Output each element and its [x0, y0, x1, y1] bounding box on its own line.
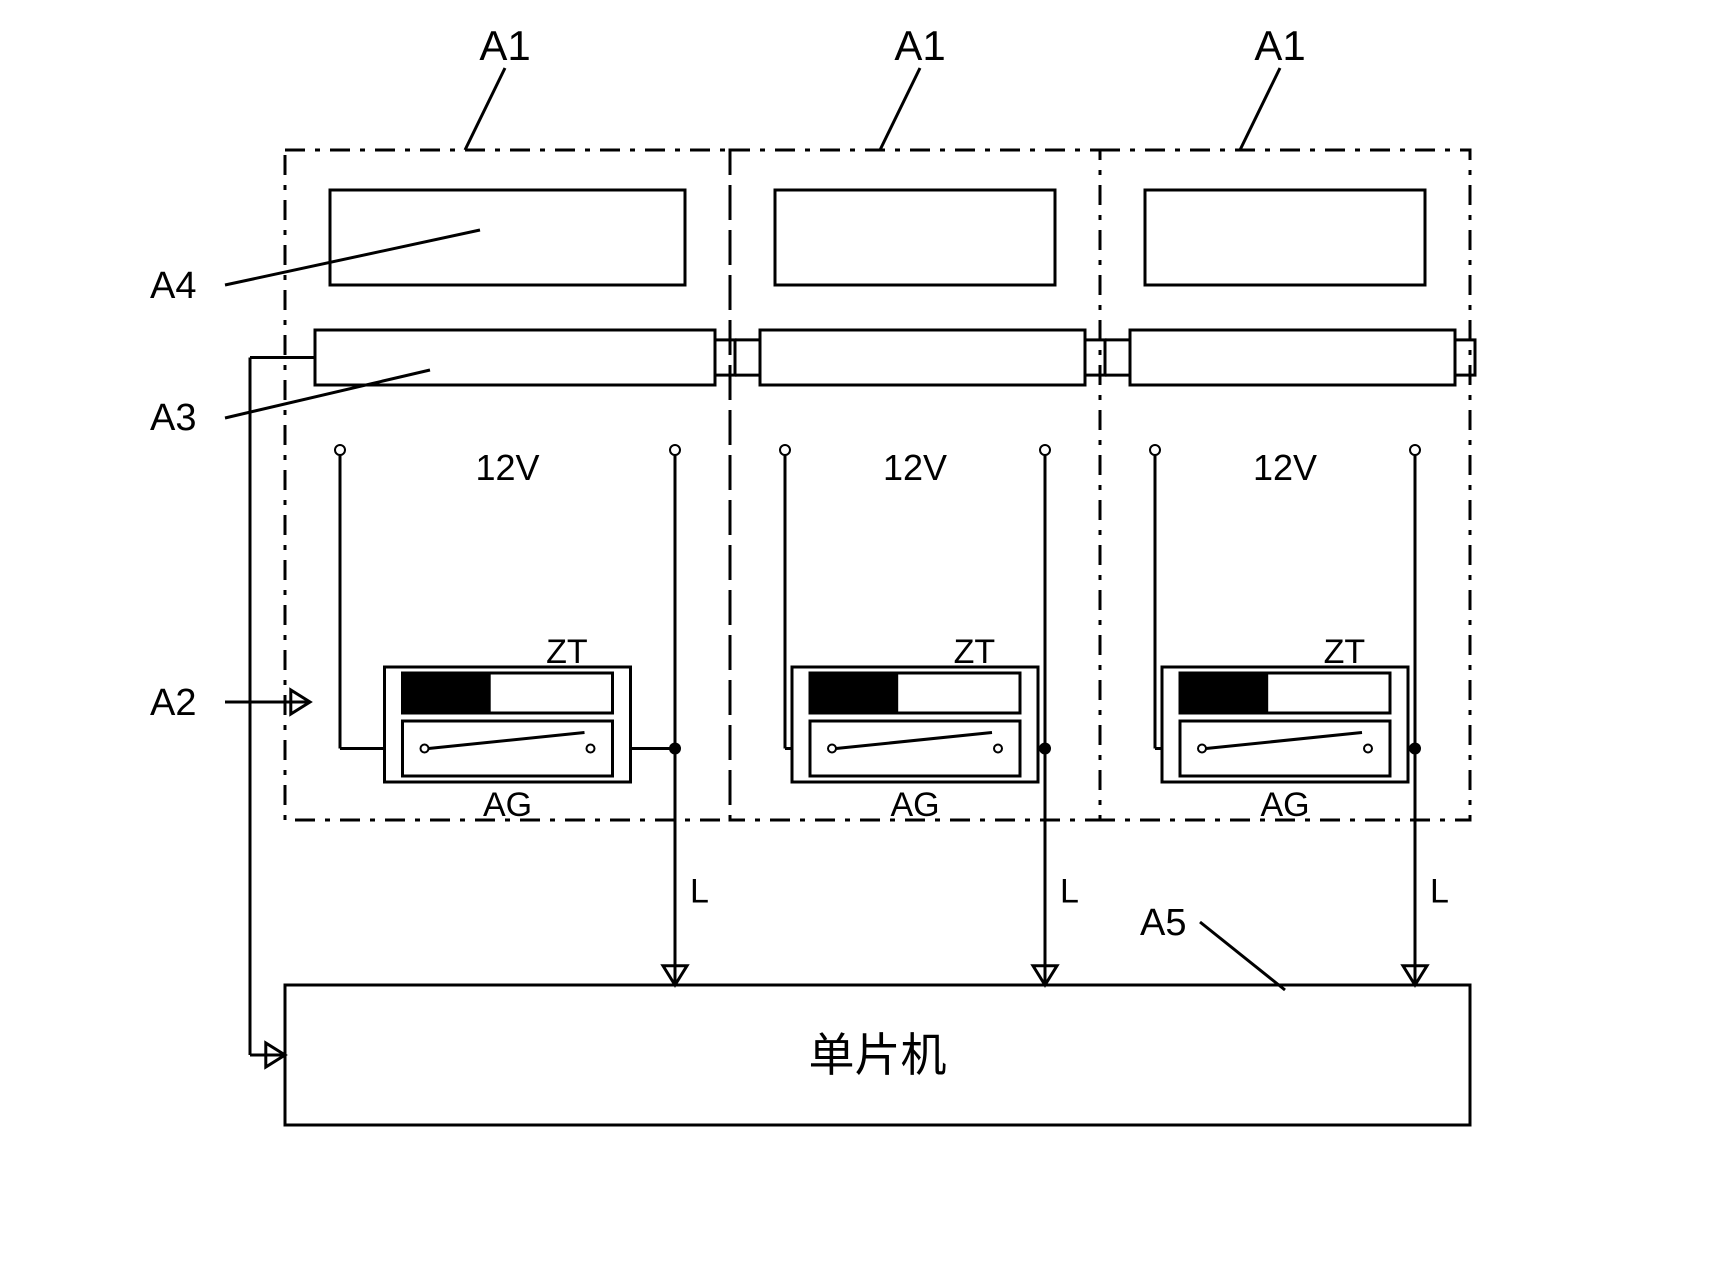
label-A2: A2 — [150, 682, 196, 724]
module-1-a4-box — [775, 190, 1055, 285]
module-1-12v-label: 12V — [883, 447, 947, 488]
module-1-zt-label: ZT — [954, 633, 996, 671]
module-1-L-label: L — [1060, 873, 1079, 911]
module-2-a4-box — [1145, 190, 1425, 285]
module-0-a1-label: A1 — [479, 22, 530, 69]
label-A3: A3 — [150, 397, 196, 439]
module-2-a3-box — [1130, 330, 1455, 385]
module-2-L-label: L — [1430, 873, 1449, 911]
mcu-label: 单片机 — [809, 1029, 947, 1081]
module-0-ag-label: AG — [483, 786, 532, 824]
label-A5: A5 — [1140, 902, 1186, 944]
module-2-12v-label: 12V — [1253, 447, 1317, 488]
label-A4: A4 — [150, 265, 196, 307]
module-2-a1-label: A1 — [1254, 22, 1305, 69]
module-1-a1-label: A1 — [894, 22, 945, 69]
module-0-a4-box — [330, 190, 685, 285]
module-2-ag-label: AG — [1260, 786, 1309, 824]
module-0-L-label: L — [690, 873, 709, 911]
module-1-a3-box — [760, 330, 1085, 385]
module-1-ag-label: AG — [890, 786, 939, 824]
module-2-zt-label: ZT — [1324, 633, 1366, 671]
module-0-a3-box — [315, 330, 715, 385]
module-0-12v-label: 12V — [475, 447, 539, 488]
module-0-zt-label: ZT — [546, 633, 588, 671]
